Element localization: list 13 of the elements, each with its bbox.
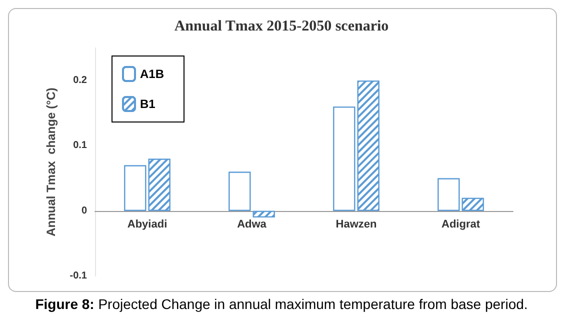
y-tick-label: 0.1 — [73, 140, 88, 152]
x-tick-label: Adwa — [237, 218, 268, 230]
y-tick-label: 0 — [81, 205, 88, 216]
y-tick-label: -0.1 — [70, 270, 88, 282]
y-axis-title: Annual Tmax change (°C) — [44, 88, 58, 236]
x-tick-label: Abyiadi — [127, 218, 168, 230]
y-tick-label: 0.2 — [73, 75, 88, 86]
x-tick-label: Hawzen — [336, 218, 377, 230]
chart-title: Annual Tmax 2015-2050 scenario — [174, 18, 389, 34]
caption: Figure 8: Projected Change in annual maximum temperature from base period. — [34, 296, 529, 312]
x-tick-label: Adigrat — [442, 218, 480, 230]
legend-label: B1 — [140, 97, 156, 111]
legend-label: A1B — [140, 67, 164, 81]
